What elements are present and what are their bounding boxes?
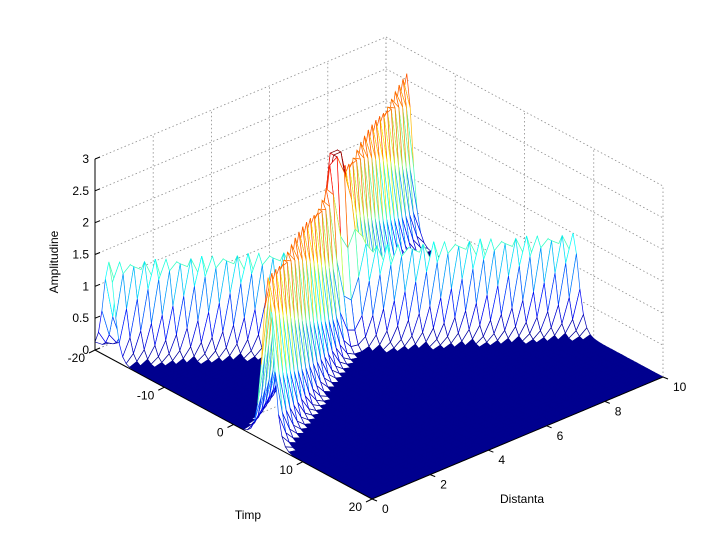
grid-line (94, 36, 387, 160)
axes: 0 0.5 1 1.5 2 2.5 3 -20 -10 0 10 20 0 2 4 6 8 10 (68, 152, 687, 516)
x-tick-mark (158, 386, 165, 391)
y-tick-mark (371, 498, 378, 502)
x-tick-mark (365, 498, 373, 503)
y-tick-mark (604, 400, 610, 404)
z-tick-label: 2.5 (72, 184, 89, 198)
z-tick-mark (94, 347, 101, 351)
y-tick-label: 8 (615, 404, 622, 418)
z-tick-label: 0.5 (72, 311, 89, 325)
z-tick-mark (94, 315, 101, 319)
x-tick-label: 0 (217, 426, 224, 440)
x-tick-label: 20 (349, 500, 363, 514)
y-tick-label: 4 (498, 453, 505, 467)
x-tick-label: 10 (279, 463, 293, 477)
z-axis-label: Amplitudine (47, 230, 61, 293)
x-axis-label: Timp (235, 508, 262, 522)
grid-line (385, 100, 664, 251)
z-tick-mark (94, 156, 101, 160)
z-tick-label: 1 (82, 279, 89, 293)
y-tick-mark (662, 376, 669, 380)
grid-line (94, 100, 387, 224)
x-tick-label: -10 (137, 388, 155, 402)
y-tick-mark (546, 425, 552, 429)
y-tick-label: 6 (557, 429, 564, 443)
x-tick-mark (88, 349, 96, 354)
grid-line (385, 163, 664, 314)
z-tick-mark (94, 220, 101, 224)
x-tick-mark (227, 424, 234, 428)
z-tick-label: 3 (82, 152, 89, 166)
y-tick-mark (488, 449, 494, 453)
grid-line (385, 132, 664, 282)
y-axis-label: Distanta (500, 492, 544, 506)
x-tick-mark (296, 461, 303, 466)
grid-line (94, 132, 387, 255)
z-tick-label: 0 (82, 343, 89, 357)
y-axis-line (371, 376, 664, 500)
surface-plot (94, 73, 664, 500)
y-tick-label: 10 (673, 380, 687, 394)
z-tick-mark (94, 252, 101, 255)
grid-line (94, 68, 387, 192)
z-tick-mark (94, 283, 101, 287)
z-tick-mark (94, 188, 101, 192)
grid-line (385, 68, 664, 219)
y-tick-label: 2 (440, 478, 447, 492)
x-tick-label: -20 (68, 351, 86, 365)
z-tick-label: 1.5 (72, 248, 89, 262)
grid-line (385, 36, 664, 187)
y-tick-mark (430, 474, 436, 478)
y-tick-label: 0 (382, 502, 389, 516)
z-tick-label: 2 (82, 216, 89, 230)
